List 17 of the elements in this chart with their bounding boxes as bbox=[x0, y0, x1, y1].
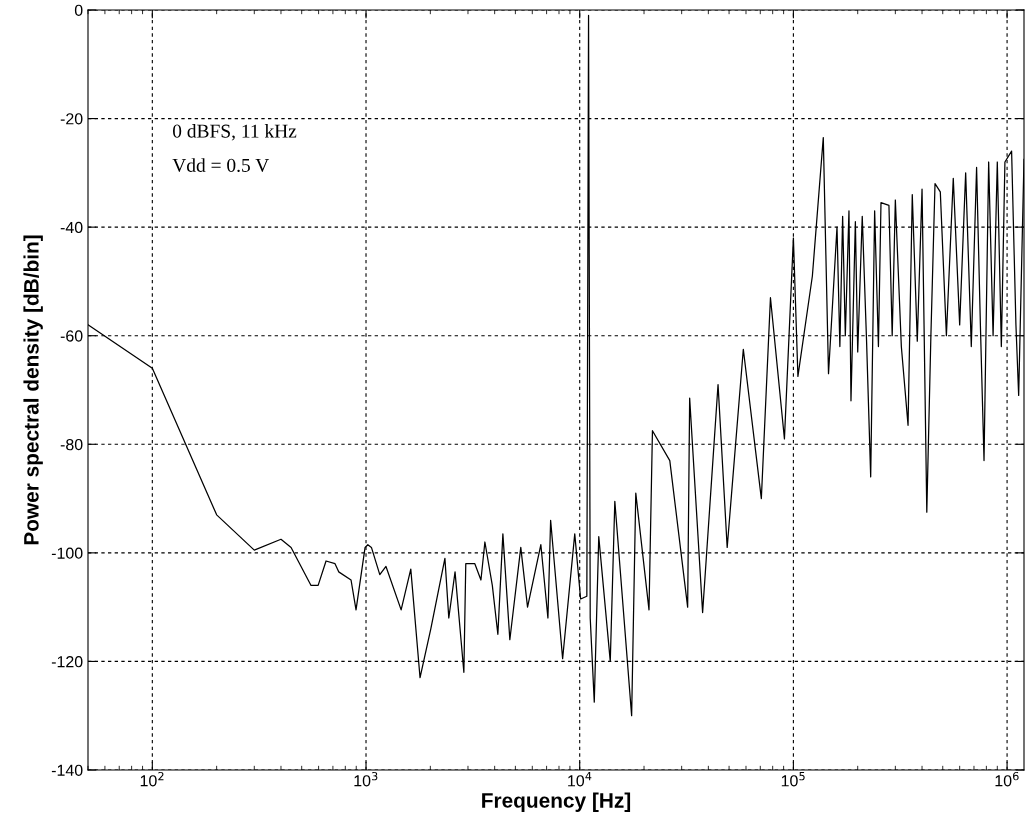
x-tick-label: 10$^{4}$ bbox=[568, 772, 592, 787]
y-tick-label: -80 bbox=[60, 438, 83, 451]
y-tick-label: -60 bbox=[60, 330, 83, 342]
x-tick-label: 10$^{5}$ bbox=[781, 772, 805, 787]
x-axis-title: Frequency [Hz] bbox=[482, 792, 631, 812]
x-tick-label: 10$^{2}$ bbox=[140, 771, 164, 787]
x-tick-label: 10$^{3}$ bbox=[354, 771, 378, 787]
annotation: 0 dBFS, 11 kHz bbox=[172, 124, 297, 141]
y-tick-label: -120 bbox=[51, 656, 83, 668]
annotation: Vdd = 0.5 V bbox=[172, 158, 270, 172]
y-tick-label: -20 bbox=[60, 113, 83, 125]
y-tick-label: -100 bbox=[51, 547, 83, 559]
y-axis-title: Power spectral density [dB/bin] bbox=[23, 235, 43, 545]
y-tick-label: -140 bbox=[51, 764, 83, 776]
y-tick-label: -40 bbox=[60, 221, 83, 234]
x-tick-label: 10$^{6}$ bbox=[995, 771, 1019, 787]
y-tick-label: 0 bbox=[74, 4, 83, 16]
